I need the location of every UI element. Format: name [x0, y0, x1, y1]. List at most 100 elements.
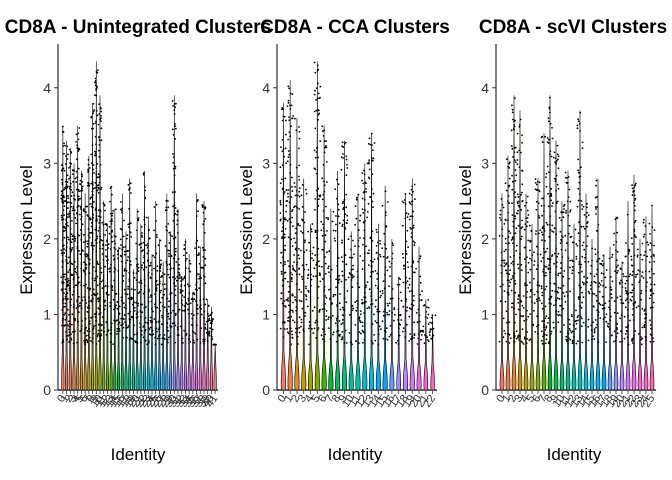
data-point	[128, 338, 131, 341]
data-point	[195, 274, 198, 277]
violin-cluster-16: 16	[587, 178, 603, 410]
data-point	[119, 208, 122, 211]
data-point	[196, 272, 199, 275]
data-point	[332, 210, 335, 213]
data-point	[159, 264, 162, 266]
data-point	[523, 228, 526, 231]
data-point	[279, 327, 282, 330]
data-point	[388, 335, 391, 338]
data-point	[538, 299, 541, 302]
data-point	[143, 223, 146, 226]
data-point	[78, 190, 81, 193]
data-point	[548, 340, 551, 343]
data-point	[174, 138, 177, 140]
data-point	[614, 270, 616, 272]
data-point	[549, 153, 551, 156]
data-point	[621, 262, 624, 264]
x-tick-label: 5	[524, 393, 537, 405]
data-point	[629, 291, 632, 294]
data-point	[88, 167, 91, 169]
data-point	[131, 316, 133, 318]
data-point	[568, 188, 571, 191]
data-point	[89, 197, 92, 200]
data-point	[379, 242, 381, 245]
data-point	[587, 325, 590, 328]
data-point	[536, 188, 538, 191]
data-point	[624, 289, 627, 292]
data-point	[508, 321, 510, 323]
data-point	[74, 198, 76, 201]
data-point	[633, 230, 636, 233]
data-point	[142, 172, 145, 175]
data-point	[161, 283, 164, 286]
data-point	[109, 305, 112, 308]
data-point	[105, 291, 108, 294]
data-point	[612, 244, 615, 246]
data-point	[578, 261, 581, 263]
data-point	[137, 210, 139, 213]
data-point	[73, 290, 75, 293]
data-point	[68, 187, 71, 190]
data-point	[419, 257, 421, 260]
violin-cluster-14: 14	[367, 223, 384, 410]
data-point	[520, 238, 522, 241]
y-tick-label: 2	[481, 231, 489, 247]
data-point	[65, 178, 68, 181]
data-point	[350, 279, 353, 281]
data-point	[64, 229, 67, 232]
y-tick-label: 2	[43, 231, 51, 247]
data-point	[594, 281, 597, 284]
data-point	[294, 296, 296, 298]
data-point	[208, 332, 210, 335]
data-point	[294, 298, 297, 301]
data-point	[514, 169, 517, 171]
data-point	[120, 296, 123, 299]
x-tick-label: 2	[289, 393, 302, 405]
data-point	[583, 282, 585, 285]
data-point	[81, 223, 84, 226]
data-point	[586, 225, 588, 228]
data-point	[172, 219, 175, 222]
data-point	[626, 298, 628, 301]
data-point	[161, 274, 163, 277]
data-point	[412, 261, 415, 264]
data-point	[298, 273, 301, 276]
data-point	[499, 217, 501, 219]
data-point	[70, 304, 72, 307]
data-point	[383, 232, 386, 235]
data-point	[362, 212, 365, 214]
data-point	[105, 244, 107, 247]
data-point	[560, 248, 563, 251]
data-point	[301, 184, 304, 186]
data-point	[569, 266, 571, 269]
data-point	[63, 169, 66, 172]
data-point	[602, 254, 605, 257]
data-point	[204, 328, 207, 330]
data-point	[405, 309, 408, 312]
data-point	[298, 179, 301, 181]
data-point	[577, 171, 580, 174]
data-point	[641, 242, 644, 245]
data-point	[342, 153, 344, 155]
data-point	[68, 331, 71, 334]
data-point	[548, 264, 550, 266]
data-point	[599, 303, 602, 306]
data-point	[623, 337, 626, 340]
data-point	[431, 321, 434, 324]
x-tick-label: 12	[353, 393, 370, 410]
data-point	[372, 149, 374, 152]
data-point	[601, 307, 604, 310]
data-point	[634, 197, 637, 200]
data-point	[93, 279, 96, 282]
data-point	[188, 334, 191, 337]
data-point	[99, 175, 101, 177]
data-point	[640, 290, 643, 292]
data-point	[591, 247, 593, 250]
data-point	[362, 259, 364, 262]
data-point	[514, 159, 516, 162]
data-point	[363, 296, 366, 299]
data-point	[329, 338, 332, 341]
data-point	[586, 206, 588, 209]
data-point	[292, 115, 295, 117]
data-point	[75, 158, 78, 161]
